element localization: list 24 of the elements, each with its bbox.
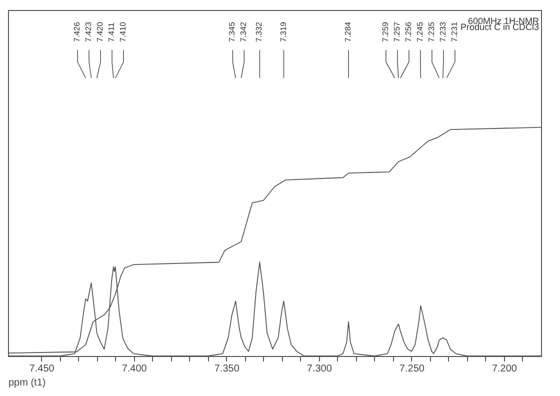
- annotation: 7.284: [344, 21, 353, 42]
- annotation: 7.245: [415, 21, 424, 42]
- annotation: 7.233: [438, 21, 448, 42]
- annotation: 7.426: [72, 21, 82, 42]
- x-tick-label: 7.300: [306, 364, 332, 374]
- annotation: 7.420: [96, 21, 105, 42]
- x-tick-label: 7.350: [214, 364, 240, 374]
- x-tick-label: 7.200: [492, 364, 518, 374]
- annotation: 7.231: [450, 21, 459, 42]
- x-tick-label: 7.400: [122, 364, 148, 374]
- annotation: 7.259: [380, 21, 390, 42]
- x-axis-title: ppm (t1): [8, 378, 46, 388]
- x-tick-label: 7.250: [399, 364, 425, 374]
- annotation: 7.411: [107, 22, 116, 42]
- annotation: 7.256: [404, 21, 413, 42]
- annotation: 7.410: [118, 21, 128, 42]
- x-tick-label: 7.450: [29, 364, 55, 374]
- annotation: 7.342: [239, 21, 248, 42]
- annotation: 7.257: [392, 21, 402, 42]
- annotation: 7.423: [84, 21, 94, 42]
- annotation: 7.332: [254, 21, 264, 42]
- annotation: 7.319: [278, 21, 288, 42]
- annotation: 7.235: [426, 21, 436, 42]
- annotation: 7.345: [228, 21, 237, 42]
